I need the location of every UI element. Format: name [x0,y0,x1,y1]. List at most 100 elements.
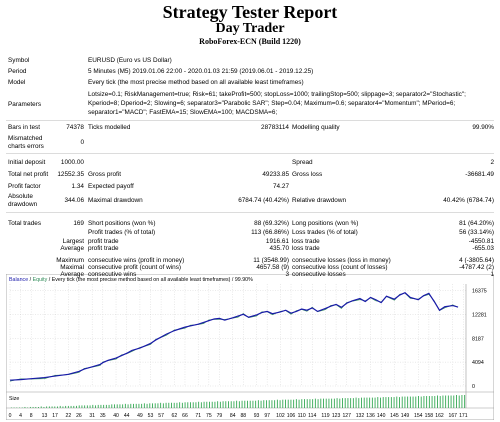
gross-loss-value: -36681.49 [465,171,494,178]
initial-deposit-value: 1000.00 [60,159,84,166]
x-tick-label: 158 [425,413,434,419]
maximal-wins-label: consecutive profit (count of wins) [88,264,182,271]
legend-equity: Equity [33,277,48,283]
maximum-losses-label: consecutive losses (loss in money) [292,257,391,264]
mismatched-value: 0 [80,139,84,146]
ticks-modelled-value: 28783114 [261,124,289,131]
average-consecutive-losses-value: 1 [490,271,494,278]
x-tick-label: 40 [113,413,119,419]
profit-trades-value: 113 (66.86%) [251,229,289,236]
profit-factor-label: Profit factor [8,183,41,190]
x-tick-label: 53 [148,413,154,419]
x-tick-label: 57 [158,413,164,419]
x-tick-label: 31 [89,413,95,419]
x-tick-label: 106 [287,413,296,419]
period-value: 5 Minutes (M5) 2019.01.06 22:00 - 2020.0… [88,68,314,75]
y-tick-label: 16375 [472,289,487,295]
x-tick-label: 66 [182,413,188,419]
mismatched-label-2: charts errors [8,143,44,150]
separator [6,212,494,213]
server-build: RoboForex-ECN (Build 1220) [199,37,301,46]
gross-profit-label: Gross profit [88,171,122,178]
separator [6,153,494,154]
x-tick-label: 62 [172,413,178,419]
maximal-losses-label: consecutive loss (count of losses) [292,264,388,271]
total-net-profit-value: 12552.35 [57,171,84,178]
modelling-quality-value: 99.90% [472,124,494,131]
y-axis-ticks: 16375 12281 8187 4094 0 [472,289,487,390]
largest-loss-label: loss trade [292,238,320,245]
x-tick-label: 154 [414,413,423,419]
loss-trades-label: Loss trades (% of total) [292,229,358,236]
spread-value: 2 [490,159,494,166]
chart-grid [9,284,467,408]
x-tick-label: 110 [298,413,306,419]
x-tick-label: 4 [19,413,22,419]
average-profit-label: profit trade [88,245,119,252]
expected-payoff-value: 74.27 [273,183,289,190]
initial-deposit-label: Initial deposit [8,159,46,166]
series-line-balance [9,292,459,381]
x-tick-label: 140 [377,413,386,419]
profit-trades-label: Profit trades (% of total) [88,229,156,236]
average-loss-label: loss trade [292,245,320,252]
y-tick-label: 0 [472,384,475,390]
symbol-label: Symbol [8,57,30,64]
largest-loss-value: -4550.81 [468,238,494,245]
short-positions-label: Short positions (won %) [88,220,156,227]
average-consecutive-label: Average [60,271,84,278]
y-tick-label: 8187 [472,336,484,342]
period-label: Period [8,68,27,75]
x-tick-label: 167 [448,413,457,419]
maximal-drawdown-value: 6784.74 (40.42%) [238,197,289,204]
x-tick-label: 75 [206,413,212,419]
x-tick-label: 162 [435,413,444,419]
x-tick-label: 114 [308,413,316,419]
chart-legend: Balance / Equity / Every tick (the most … [9,277,253,283]
maximal-wins-value: 4657.58 (9) [256,264,289,271]
total-net-profit-label: Total net profit [8,171,49,178]
size-label: Size [9,396,19,402]
average-consecutive-wins-value: 3 [285,271,289,278]
model-label: Model [8,79,26,86]
x-tick-label: 49 [137,413,143,419]
largest-profit-label: profit trade [88,238,119,245]
parameters-line-3: separator1="MACD"; FastEMA=15; SlowEMA=1… [88,109,278,116]
legend-separator: / [28,277,32,283]
model-value: Every tick (the most precise method base… [88,79,304,86]
separator [6,120,494,121]
size-bars [10,395,466,408]
maximum-losses-value: 4 (-3805.64) [459,257,494,264]
x-tick-label: 88 [240,413,246,419]
x-tick-label: 0 [9,413,12,419]
parameters-label: Parameters [8,101,42,108]
x-axis-ticks: 0 4 8 13 17 22 26 31 35 40 44 49 53 57 62 66 71 75 79 84 88 9… [9,413,468,419]
bars-in-test-value: 74378 [66,124,84,131]
x-tick-label: 119 [321,413,329,419]
x-tick-label: 93 [254,413,260,419]
modelling-quality-label: Modelling quality [292,124,340,131]
parameters-line-2: Kperiod=8; Dperiod=2; Slowing=6; separat… [88,100,456,107]
average-profit-value: 435.70 [269,245,289,252]
x-tick-label: 97 [264,413,270,419]
x-tick-label: 26 [76,413,82,419]
average-label: Average [60,245,84,252]
x-tick-label: 149 [401,413,410,419]
relative-drawdown-value: 40.42% (6784.74) [443,197,494,204]
x-tick-label: 8 [30,413,33,419]
short-positions-value: 88 (69.32%) [254,220,289,227]
largest-label: Largest [62,238,84,245]
legend-balance: Balance [9,277,28,283]
average-consecutive-wins-label: consecutive wins [88,271,137,278]
x-tick-label: 136 [366,413,375,419]
x-tick-label: 145 [390,413,399,419]
bars-in-test-label: Bars in test [8,124,40,131]
gross-loss-label: Gross loss [292,171,323,178]
average-consecutive-losses-label: consecutive losses [292,271,346,278]
x-tick-label: 22 [65,413,71,419]
maximal-drawdown-label: Maximal drawdown [88,197,143,204]
balance-chart: Balance / Equity / Every tick (the most … [6,274,494,420]
absolute-drawdown-value: 344.06 [64,197,84,204]
absolute-drawdown-label: Absolute [8,193,33,200]
